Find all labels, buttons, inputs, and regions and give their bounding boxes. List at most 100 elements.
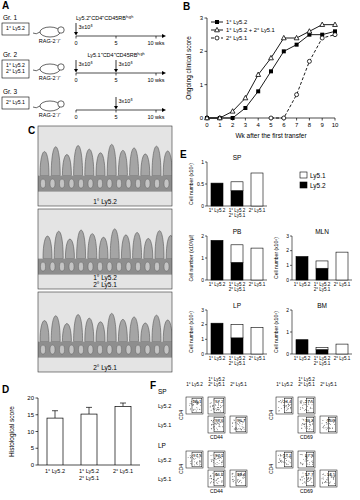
- event-dot: [220, 407, 222, 409]
- event-dot: [301, 427, 303, 429]
- event-dot: [303, 481, 305, 483]
- event-dot: [304, 423, 306, 425]
- event-dot: [240, 479, 242, 481]
- event-dot: [307, 426, 309, 428]
- event-dot: [243, 428, 245, 430]
- group-box: [2, 23, 29, 35]
- event-dot: [311, 460, 313, 462]
- event-dot: [232, 472, 234, 474]
- series-marker: [269, 116, 273, 120]
- timeline-tick: [76, 36, 77, 39]
- event-dot: [308, 423, 310, 425]
- event-dot: [210, 428, 212, 430]
- event-dot: [217, 403, 219, 405]
- bar-segment: [211, 240, 223, 280]
- event-dot: [243, 476, 245, 478]
- event-dot: [190, 457, 192, 459]
- tissue-villus: [141, 154, 150, 176]
- tissue-crypt: [60, 179, 65, 188]
- mouse-icon: [40, 101, 60, 111]
- tissue-crypt: [41, 262, 46, 271]
- row-label: Ly5.2: [158, 457, 171, 463]
- event-dot: [221, 461, 223, 463]
- tissue-villus: [54, 231, 63, 258]
- plot-area: [38, 292, 172, 372]
- event-dot: [331, 427, 333, 429]
- event-dot: [325, 429, 327, 431]
- event-dot: [305, 425, 307, 427]
- y-tick-label: 1: [200, 82, 204, 88]
- event-dot: [243, 426, 245, 428]
- event-dot: [214, 480, 216, 482]
- event-dot: [190, 408, 192, 410]
- series-marker: [217, 115, 222, 119]
- y-tick: [36, 465, 39, 466]
- plot-area: [211, 240, 263, 280]
- event-dot: [312, 464, 314, 466]
- event-dot: [220, 480, 222, 482]
- event-dot: [329, 483, 331, 485]
- series-marker: [281, 35, 286, 39]
- event-dot: [322, 420, 324, 422]
- event-dot: [324, 481, 326, 483]
- event-dot: [218, 480, 220, 482]
- event-dot: [333, 479, 335, 481]
- event-dot: [308, 478, 310, 480]
- y-axis-label: Ongoing clinical score: [185, 36, 193, 100]
- recipient: RAG-2⁻/⁻: [39, 38, 61, 44]
- tissue-villus: [107, 313, 116, 341]
- x-tick-label: 2° Ly5.1: [249, 356, 266, 361]
- event-dot: [304, 425, 306, 427]
- event-dot: [307, 481, 309, 483]
- timeline: [76, 73, 163, 74]
- x-tick-label: 7: [295, 122, 299, 128]
- y-tick: [205, 206, 207, 207]
- bar-segment: [211, 323, 223, 354]
- group-name: Gr. 3: [3, 88, 17, 95]
- y-tick: [290, 332, 292, 333]
- tissue-villus: [51, 316, 60, 342]
- event-dot: [209, 482, 211, 484]
- y-axis: [292, 236, 293, 280]
- event-dot: [217, 458, 219, 460]
- tissue-villus: [152, 146, 161, 175]
- event-dot: [219, 426, 221, 428]
- event-dot: [215, 423, 217, 425]
- event-dot: [210, 460, 212, 462]
- event-dot: [233, 419, 235, 421]
- tissue-crypt: [107, 262, 112, 271]
- label-line: 1° Ly5.2: [79, 468, 99, 474]
- event-dot: [210, 402, 212, 404]
- bar-segment: [336, 344, 348, 354]
- event-dot: [312, 423, 314, 425]
- event-dot: [217, 482, 219, 484]
- panel-label: A: [2, 0, 9, 11]
- event-dot: [309, 462, 311, 464]
- gate-percent: 24.4: [283, 399, 292, 404]
- event-dot: [217, 407, 219, 409]
- event-dot: [310, 477, 312, 479]
- event-dot: [300, 402, 302, 404]
- event-dot: [210, 459, 212, 461]
- group-box-label: 1° Ly5.22° Ly5.1: [6, 62, 25, 74]
- panel-label: D: [2, 384, 9, 395]
- event-dot: [209, 476, 211, 478]
- transfer-arrow-head: [74, 69, 78, 73]
- event-dot: [326, 482, 328, 484]
- event-dot: [323, 427, 325, 429]
- event-dot: [286, 407, 288, 409]
- row-label: Ly5.1: [158, 422, 171, 428]
- x-tick-label: 6: [282, 122, 286, 128]
- tissue-crypt: [145, 345, 150, 354]
- plot-area: [211, 323, 263, 354]
- y-tick-label: 0: [201, 203, 204, 209]
- event-dot: [300, 402, 302, 404]
- tissue-crypt: [155, 262, 160, 271]
- event-dot: [237, 480, 239, 482]
- event-dot: [279, 459, 281, 461]
- series-marker: [282, 116, 286, 120]
- plot-area: [211, 173, 263, 206]
- tissue-villus: [85, 318, 94, 341]
- event-dot: [306, 479, 308, 481]
- event-dot: [322, 476, 324, 478]
